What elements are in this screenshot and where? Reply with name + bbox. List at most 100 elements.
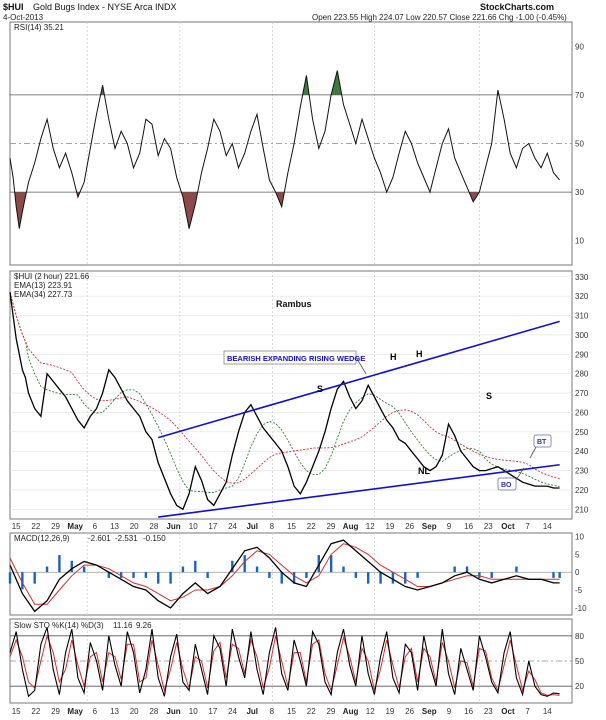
head-label-2: H [416, 349, 423, 359]
macd-tick-label: 10 [575, 533, 584, 542]
macd-histogram-bar [33, 572, 36, 584]
price-x-tick-label: 8 [270, 522, 275, 531]
macd-legend-value: -2.601 [88, 534, 111, 543]
price-x-tick-label: Jul [246, 522, 258, 531]
macd-histogram-bar [107, 572, 111, 578]
sto-x-tick-label: 22 [31, 707, 40, 716]
price-x-tick-label: 6 [93, 522, 98, 531]
macd-histogram-bar [82, 566, 86, 573]
sto-x-tick-label: 8 [270, 707, 275, 716]
chart-date: 4-Oct-2013 [3, 13, 44, 22]
price-x-tick-label: 12 [366, 522, 375, 531]
macd-legend-signal: -2.531 [115, 534, 138, 543]
price-x-tick-label: 28 [149, 522, 158, 531]
sto-x-tick-label: May [67, 707, 83, 716]
sto-legend-d: 9.26 [136, 621, 152, 630]
macd-histogram-bar [453, 566, 456, 573]
sto-x-tick-label: Aug [343, 707, 359, 716]
macd-histogram-bar [243, 555, 246, 573]
sto-x-tick-label: 6 [93, 707, 98, 716]
price-tick-label: 250 [575, 428, 589, 437]
macd-tick-label: 5 [575, 550, 580, 559]
price-tick-label: 320 [575, 292, 589, 301]
rsi-tick-label: 50 [575, 140, 584, 149]
rsi-tick-label: 30 [575, 188, 584, 197]
left-shoulder-label: S [317, 384, 323, 394]
index-name: Gold Bugs Index - NYSE Arca INDX [33, 2, 177, 12]
price-tick-label: 300 [575, 331, 589, 340]
backtest-pointer [529, 446, 537, 459]
macd-histogram-bar [132, 572, 135, 578]
sto-tick-label: 80 [575, 632, 584, 641]
symbol-label: $HUI [3, 2, 24, 12]
macd-tick-label: -5 [575, 586, 583, 595]
price-tick-label: 230 [575, 467, 589, 476]
price-tick-label: 220 [575, 486, 589, 495]
macd-histogram-bar [391, 572, 395, 584]
rsi-line [9, 70, 560, 229]
macd-panel: -10 -5 0 5 10 [8, 532, 587, 616]
macd-histogram-bar [552, 572, 555, 578]
macd-histogram-bar [292, 572, 296, 584]
price-x-tick-label: 16 [464, 522, 473, 531]
macd-histogram-bar [119, 572, 123, 578]
ema13-line [9, 292, 560, 493]
price-x-tick-label: 24 [228, 522, 237, 531]
sto-x-tick-label: 24 [228, 707, 237, 716]
ema34-line [9, 292, 560, 484]
macd-histogram-bar [465, 566, 469, 573]
macd-tick-label: 0 [575, 568, 580, 577]
macd-histogram-bar [379, 572, 382, 584]
macd-histogram-bar [58, 555, 61, 573]
sto-x-tick-label: 15 [287, 707, 296, 716]
sto-d-line [9, 634, 560, 696]
macd-histogram-bar [354, 572, 358, 578]
sto-x-tick-label: 26 [405, 707, 414, 716]
macd-histogram-bar [21, 572, 24, 590]
macd-histogram-bar [206, 572, 209, 578]
wedge-lower-trendline [158, 463, 560, 518]
macd-legend-hist: -0.150 [143, 534, 166, 543]
macd-frame [9, 532, 573, 616]
price-x-tick-label: Oct [501, 522, 515, 531]
backtest-label-box: BT [533, 434, 552, 448]
macd-legend-name: MACD(12,26,9) [14, 534, 70, 543]
sto-x-tick-label: 9 [447, 707, 452, 716]
ema13-legend: EMA(13) 223.91 [14, 281, 73, 290]
chart-header: $HUI Gold Bugs Index - NYSE Arca INDX 4-… [3, 2, 567, 22]
macd-histogram-bar [416, 572, 419, 578]
price-x-tick-label: 7 [525, 522, 530, 531]
price-x-tick-label: 29 [326, 522, 335, 531]
sto-x-tick-label: Oct [501, 707, 515, 716]
sto-tick-label: 50 [575, 657, 584, 666]
macd-histogram-bar [268, 572, 271, 578]
macd-histogram-bar [342, 566, 345, 573]
price-tick-label: 210 [575, 505, 589, 514]
sto-x-tick-label: 16 [464, 707, 473, 716]
sto-x-tick-label: Jun [166, 707, 180, 716]
rambus-label: Rambus [276, 299, 312, 309]
head-label-1: H [390, 352, 397, 362]
macd-histogram-bar [8, 572, 12, 584]
macd-histogram-bar [478, 572, 481, 578]
sto-x-tick-label: 7 [525, 707, 530, 716]
wedge-upper-trendline [157, 320, 560, 439]
price-x-tick-label: May [67, 522, 83, 531]
macd-histogram-bar [305, 572, 308, 578]
right-shoulder-label: S [486, 391, 492, 401]
macd-histogram-bar [404, 572, 407, 584]
sto-x-tick-label: 22 [307, 707, 316, 716]
macd-histogram-bar [515, 566, 518, 573]
sto-x-tick-label: 19 [385, 707, 394, 716]
rsi-legend: RSI(14) 35.21 [14, 23, 64, 32]
sto-x-tick-label: Jul [246, 707, 258, 716]
sto-x-tick-label: Sep [422, 707, 437, 716]
macd-histogram-bar [45, 566, 49, 573]
macd-histogram-bar [70, 560, 73, 573]
price-x-tick-label: 29 [51, 522, 60, 531]
stochastic-panel: 20 50 80 15 22 29 May 6 13 20 28 Jun 10 17 24 Jul 8 15 22 2… [9, 618, 584, 716]
price-x-tick-label: 14 [543, 522, 552, 531]
sto-x-tick-label: 10 [189, 707, 198, 716]
price-tick-label: 330 [575, 273, 589, 282]
